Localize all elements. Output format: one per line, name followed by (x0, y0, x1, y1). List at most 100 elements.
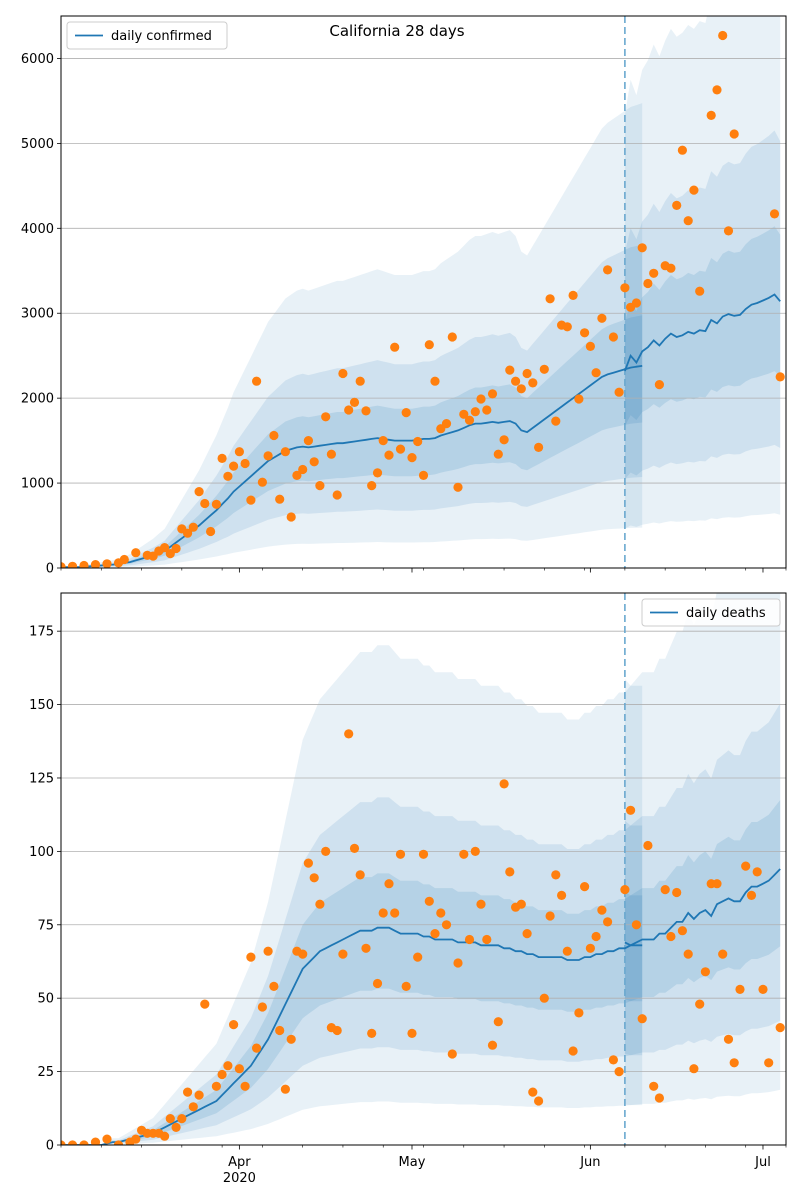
data-point (689, 185, 699, 195)
data-point (286, 1034, 296, 1044)
y-tick-label: 1000 (21, 477, 54, 492)
data-point (695, 286, 705, 296)
data-point (79, 560, 89, 568)
data-point (223, 471, 233, 481)
data-point (303, 858, 313, 868)
data-point (718, 30, 728, 41)
data-point (683, 949, 693, 959)
data-point (171, 1122, 181, 1132)
data-point (597, 313, 607, 323)
data-point (418, 849, 429, 859)
data-point (631, 920, 642, 930)
data-point (361, 406, 371, 416)
data-point (246, 495, 256, 505)
data-point (200, 999, 210, 1009)
data-point (447, 332, 457, 342)
data-point (775, 1023, 785, 1033)
axes-frame (60, 592, 787, 1146)
x-tick-label: Apr (228, 1155, 251, 1170)
data-point (252, 376, 262, 386)
data-point (90, 560, 101, 568)
data-point (545, 294, 555, 304)
data-point (424, 340, 434, 350)
data-point (459, 409, 469, 419)
data-point (585, 341, 596, 351)
data-point (591, 931, 601, 942)
data-point (516, 384, 526, 394)
data-point (413, 952, 423, 962)
data-point (534, 1096, 544, 1106)
figure-title: California 28 days (329, 22, 464, 40)
data-point (67, 561, 78, 568)
data-point (298, 949, 308, 959)
data-point (344, 405, 354, 415)
y-tick-label: 4000 (21, 222, 54, 237)
data-point (332, 490, 342, 500)
y-tick-label: 3000 (21, 307, 54, 322)
data-point (240, 458, 250, 469)
data-point (643, 278, 653, 289)
legend: daily confirmed (66, 21, 228, 50)
data-point (505, 867, 515, 877)
y-tick-label: 0 (46, 562, 54, 577)
data-point (447, 1049, 457, 1059)
legend-label: daily deaths (686, 606, 766, 621)
data-point (430, 376, 440, 386)
data-point (355, 376, 365, 386)
band-middle (624, 703, 781, 1056)
data-point (234, 1064, 244, 1074)
data-point (470, 846, 480, 857)
band-middle (61, 244, 643, 568)
data-point (574, 394, 584, 404)
data-point (557, 890, 567, 901)
data-point (367, 1028, 377, 1038)
data-point (372, 468, 383, 478)
data-point (643, 840, 653, 851)
data-point (677, 145, 688, 155)
data-point (211, 1081, 221, 1091)
data-point (269, 981, 279, 992)
data-point (441, 419, 452, 429)
data-point (171, 543, 181, 554)
data-point (459, 849, 469, 859)
data-point (384, 450, 394, 460)
data-point (131, 1134, 141, 1144)
data-point (723, 226, 734, 236)
y-tick-label: 6000 (21, 52, 54, 67)
data-point (706, 110, 716, 120)
data-point (188, 1102, 198, 1112)
data-point (683, 216, 693, 226)
data-point (718, 949, 728, 959)
data-point (516, 899, 526, 909)
data-point (551, 416, 561, 426)
data-point (390, 908, 400, 918)
data-point (585, 943, 596, 953)
data-point (407, 1028, 417, 1038)
data-point (729, 129, 739, 139)
data-point (321, 412, 331, 422)
y-tick-label: 2000 (21, 392, 54, 407)
data-point (614, 387, 624, 397)
data-point (418, 470, 429, 480)
data-point (292, 470, 302, 480)
data-point (534, 442, 544, 452)
data-point (510, 376, 521, 386)
data-point (562, 322, 572, 332)
data-point (522, 929, 532, 939)
data-point (568, 290, 578, 300)
data-point (453, 482, 463, 492)
data-point (464, 934, 475, 945)
data-point (234, 447, 244, 457)
data-point (528, 378, 538, 388)
y-tick-label: 5000 (21, 137, 54, 152)
data-point (67, 1140, 78, 1145)
data-point (424, 896, 434, 906)
data-point (660, 885, 670, 895)
data-point (689, 1064, 699, 1074)
data-point (61, 562, 66, 568)
data-point (177, 1114, 187, 1124)
data-point (603, 917, 613, 927)
data-point (257, 1002, 267, 1012)
